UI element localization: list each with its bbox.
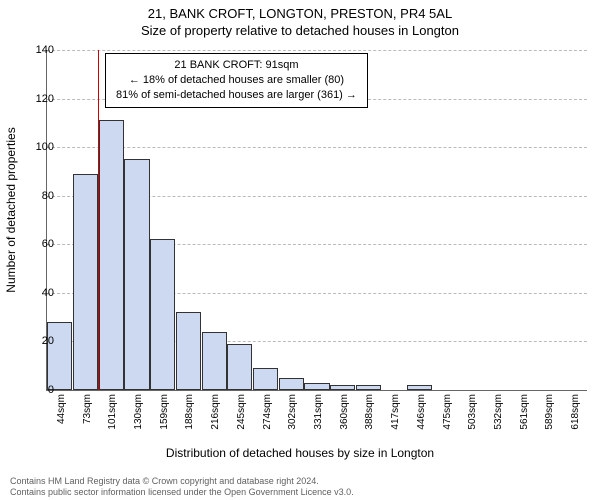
histogram-bar xyxy=(150,239,175,390)
x-tick-label: 475sqm xyxy=(442,394,453,430)
histogram-bar xyxy=(253,368,278,390)
histogram-bar xyxy=(124,159,149,390)
histogram-bar xyxy=(304,383,329,390)
annotation-line-3: 81% of semi-detached houses are larger (… xyxy=(116,88,357,103)
y-tick-label: 120 xyxy=(14,93,54,105)
histogram-bar xyxy=(407,385,432,390)
annotation-line-2: ← 18% of detached houses are smaller (80… xyxy=(116,73,357,88)
annotation-box: 21 BANK CROFT: 91sqm← 18% of detached ho… xyxy=(105,53,368,108)
histogram-bar xyxy=(73,174,98,390)
x-tick-label: 503sqm xyxy=(467,394,478,430)
footer-line-2: Contains public sector information licen… xyxy=(10,487,354,498)
histogram-bar xyxy=(47,322,72,390)
x-tick-label: 44sqm xyxy=(56,394,67,424)
y-tick-label: 40 xyxy=(14,287,54,299)
x-tick-label: 589sqm xyxy=(544,394,555,430)
x-tick-label: 188sqm xyxy=(184,394,195,430)
y-tick-label: 80 xyxy=(14,190,54,202)
x-tick-label: 274sqm xyxy=(262,394,273,430)
histogram-bar xyxy=(227,344,252,390)
histogram-bar xyxy=(356,385,381,390)
chart-area: 44sqm73sqm101sqm130sqm159sqm188sqm216sqm… xyxy=(46,50,586,415)
x-axis-label: Distribution of detached houses by size … xyxy=(0,446,600,460)
chart-title-address: 21, BANK CROFT, LONGTON, PRESTON, PR4 5A… xyxy=(0,0,600,21)
gridline xyxy=(47,50,587,51)
histogram-bar xyxy=(99,120,124,390)
chart-title-sub: Size of property relative to detached ho… xyxy=(0,21,600,38)
x-tick-label: 532sqm xyxy=(493,394,504,430)
y-tick-label: 0 xyxy=(14,384,54,396)
x-tick-label: 360sqm xyxy=(339,394,350,430)
histogram-bar xyxy=(330,385,355,390)
x-tick-label: 302sqm xyxy=(287,394,298,430)
histogram-bar xyxy=(176,312,201,390)
y-tick-label: 100 xyxy=(14,141,54,153)
x-tick-label: 245sqm xyxy=(236,394,247,430)
footer-line-1: Contains HM Land Registry data © Crown c… xyxy=(10,476,354,487)
x-tick-label: 618sqm xyxy=(570,394,581,430)
x-tick-label: 446sqm xyxy=(416,394,427,430)
chart-container: 21, BANK CROFT, LONGTON, PRESTON, PR4 5A… xyxy=(0,0,600,500)
x-tick-label: 159sqm xyxy=(159,394,170,430)
x-tick-label: 388sqm xyxy=(364,394,375,430)
y-tick-label: 60 xyxy=(14,238,54,250)
x-tick-label: 130sqm xyxy=(133,394,144,430)
histogram-bar xyxy=(202,332,227,390)
annotation-line-1: 21 BANK CROFT: 91sqm xyxy=(116,58,357,73)
x-tick-label: 101sqm xyxy=(107,394,118,430)
histogram-bar xyxy=(279,378,304,390)
y-tick-label: 140 xyxy=(14,44,54,56)
x-tick-label: 73sqm xyxy=(82,394,93,424)
x-tick-label: 331sqm xyxy=(313,394,324,430)
x-tick-label: 417sqm xyxy=(390,394,401,430)
y-tick-label: 20 xyxy=(14,335,54,347)
gridline xyxy=(47,147,587,148)
plot-area: 44sqm73sqm101sqm130sqm159sqm188sqm216sqm… xyxy=(46,50,587,391)
reference-line xyxy=(98,50,99,390)
x-tick-label: 216sqm xyxy=(210,394,221,430)
footer-credits: Contains HM Land Registry data © Crown c… xyxy=(10,476,354,498)
x-tick-label: 561sqm xyxy=(519,394,530,430)
